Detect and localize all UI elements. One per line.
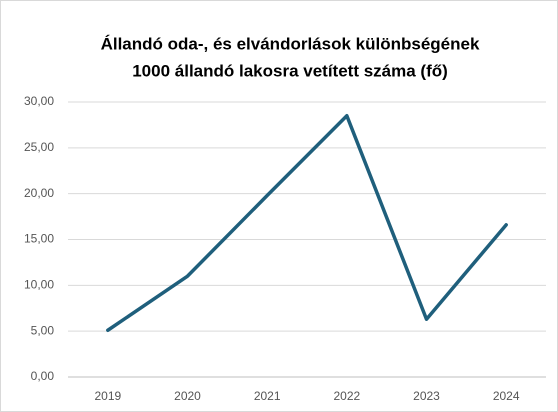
y-tick-label: 0,00 bbox=[31, 369, 55, 383]
y-tick-label: 15,00 bbox=[24, 232, 54, 246]
chart-title: 1000 állandó lakosra vetített száma (fő) bbox=[132, 61, 448, 80]
chart-title: Állandó oda-, és elvándorlások különbség… bbox=[101, 34, 480, 53]
y-tick-label: 5,00 bbox=[31, 323, 55, 337]
x-tick-label: 2021 bbox=[254, 389, 281, 403]
x-tick-label: 2024 bbox=[493, 389, 520, 403]
x-tick-label: 2019 bbox=[94, 389, 121, 403]
y-tick-label: 25,00 bbox=[24, 140, 54, 154]
y-tick-label: 30,00 bbox=[24, 94, 54, 108]
y-tick-label: 10,00 bbox=[24, 278, 54, 292]
data-line bbox=[106, 114, 508, 332]
y-tick-label: 20,00 bbox=[24, 186, 54, 200]
x-tick-label: 2020 bbox=[174, 389, 201, 403]
x-tick-label: 2023 bbox=[413, 389, 440, 403]
x-tick-label: 2022 bbox=[333, 389, 360, 403]
